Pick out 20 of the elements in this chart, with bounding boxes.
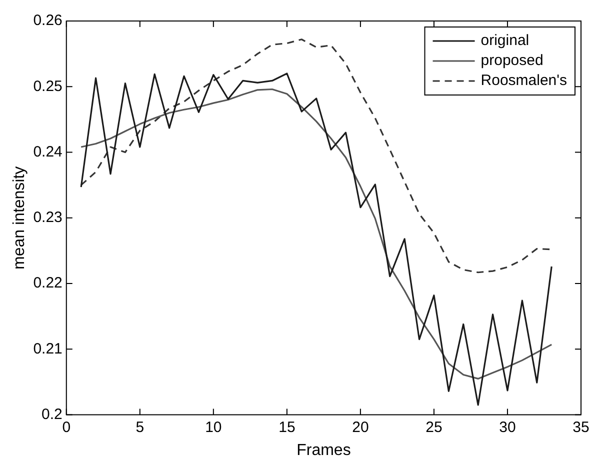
x-tick-label: 15 (278, 418, 296, 436)
x-tick-label: 5 (136, 418, 144, 436)
y-tick-label: 0.21 (33, 340, 62, 358)
x-tick-label: 0 (62, 418, 71, 436)
y-tick-label: 0.2 (42, 406, 62, 423)
y-tick-label: 0.26 (33, 12, 62, 30)
x-tick-label: 25 (426, 418, 442, 436)
x-tick-label: 20 (352, 418, 369, 436)
y-tick-label: 0.24 (33, 143, 62, 160)
y-tick-label: 0.23 (33, 209, 62, 226)
legend-label: proposed (480, 52, 544, 70)
y-tick-label: 0.22 (33, 274, 62, 292)
legend-label: original (480, 32, 530, 50)
x-axis-title: Frames (296, 442, 351, 459)
x-tick-label: 35 (572, 418, 590, 436)
y-tick-label: 0.25 (33, 78, 62, 95)
x-tick-label: 30 (499, 418, 516, 436)
legend-label: Roosmalen's (480, 72, 568, 90)
y-axis-title: mean intensity (11, 166, 28, 270)
x-tick-label: 10 (205, 418, 222, 436)
